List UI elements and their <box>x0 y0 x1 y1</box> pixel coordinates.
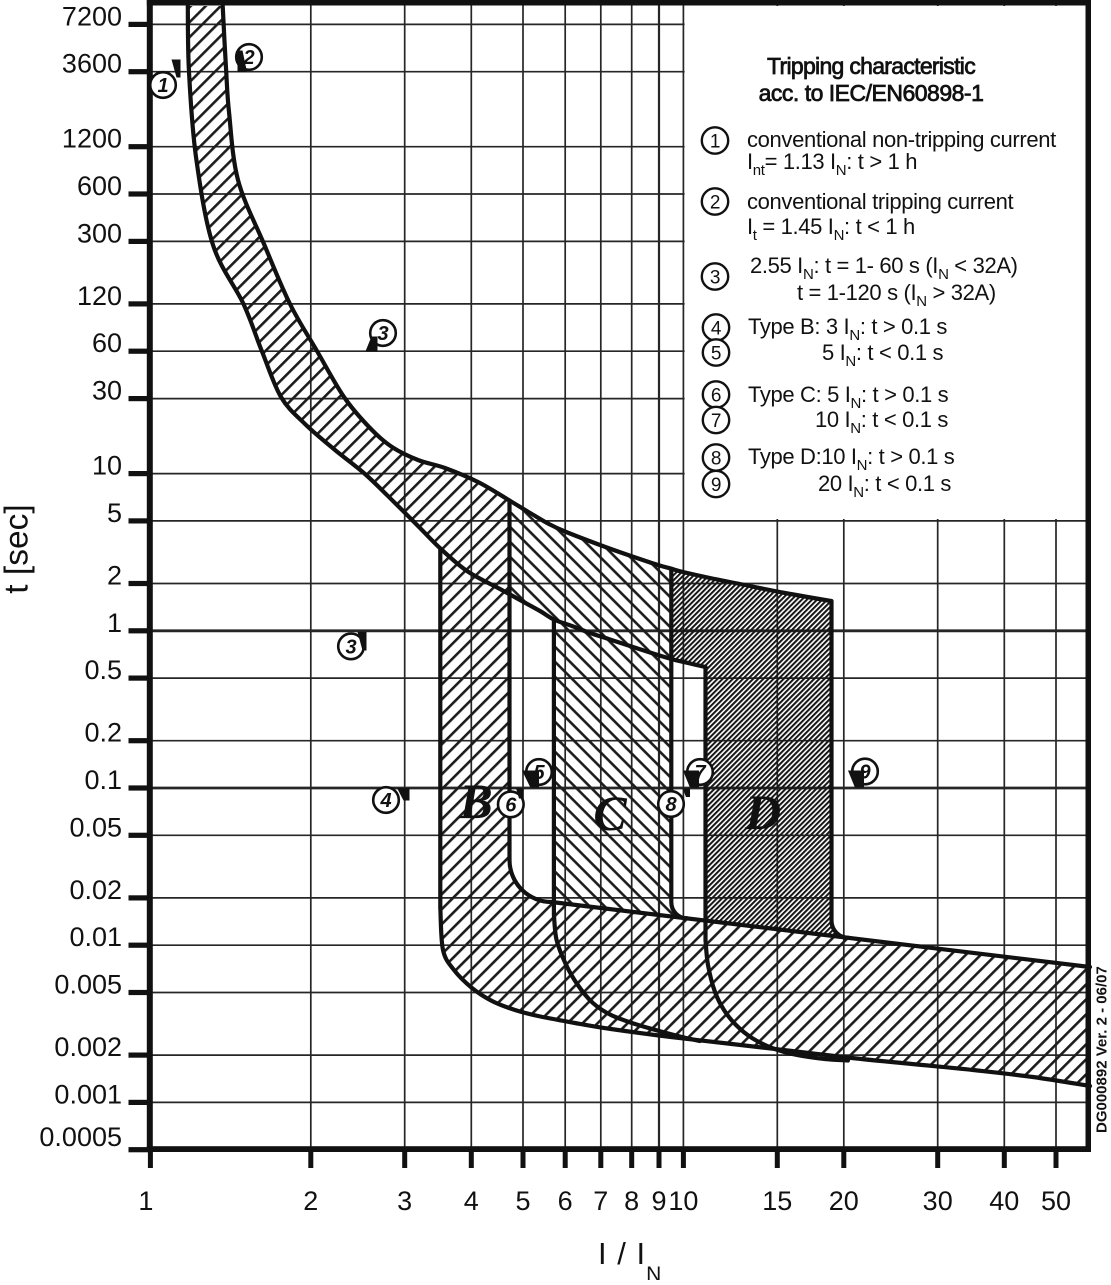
svg-text:20: 20 <box>829 1186 859 1216</box>
svg-text:9: 9 <box>651 1186 666 1216</box>
svg-text:30: 30 <box>923 1186 953 1216</box>
svg-text:0.01: 0.01 <box>69 922 122 952</box>
svg-text:DG000892 Ver. 2 - 06/07: DG000892 Ver. 2 - 06/07 <box>1094 966 1111 1133</box>
svg-text:6: 6 <box>558 1186 573 1216</box>
svg-text:2: 2 <box>303 1186 318 1216</box>
svg-text:2: 2 <box>107 561 122 591</box>
svg-text:3600: 3600 <box>62 49 122 79</box>
svg-text:5: 5 <box>515 1186 530 1216</box>
svg-text:3: 3 <box>377 323 388 345</box>
svg-text:4: 4 <box>464 1186 479 1216</box>
svg-text:4: 4 <box>711 318 722 339</box>
svg-text:6: 6 <box>711 385 721 406</box>
svg-text:300: 300 <box>77 218 122 248</box>
svg-text:600: 600 <box>77 171 122 201</box>
svg-text:3: 3 <box>345 637 356 659</box>
svg-text:40: 40 <box>989 1186 1019 1216</box>
svg-text:3: 3 <box>710 267 720 288</box>
svg-text:2: 2 <box>710 192 720 213</box>
svg-text:0.02: 0.02 <box>69 875 122 905</box>
svg-text:t [sec]: t [sec] <box>0 504 36 593</box>
svg-text:15: 15 <box>762 1186 792 1216</box>
svg-text:10: 10 <box>668 1186 698 1216</box>
svg-text:0.005: 0.005 <box>54 970 122 1000</box>
svg-text:6: 6 <box>505 795 517 817</box>
svg-text:C: C <box>593 785 627 841</box>
svg-text:D: D <box>744 784 781 840</box>
svg-text:1: 1 <box>157 75 168 97</box>
svg-text:5: 5 <box>107 498 122 528</box>
svg-text:2: 2 <box>242 47 254 69</box>
svg-text:8: 8 <box>624 1186 639 1216</box>
svg-text:0.05: 0.05 <box>69 812 122 842</box>
svg-text:1200: 1200 <box>62 124 122 154</box>
svg-text:conventional tripping current: conventional tripping current <box>747 189 1013 214</box>
svg-text:120: 120 <box>77 281 122 311</box>
svg-text:7: 7 <box>593 1186 608 1216</box>
svg-text:Tripping characteristic: Tripping characteristic <box>767 53 975 79</box>
svg-text:60: 60 <box>92 328 122 358</box>
svg-text:7200: 7200 <box>62 1 122 31</box>
svg-text:30: 30 <box>92 376 122 406</box>
svg-text:0.2: 0.2 <box>84 718 122 748</box>
svg-text:7: 7 <box>711 411 721 432</box>
svg-text:1: 1 <box>107 608 122 638</box>
svg-text:0.1: 0.1 <box>84 765 122 795</box>
svg-text:1: 1 <box>710 131 720 152</box>
svg-text:0.001: 0.001 <box>54 1079 122 1109</box>
svg-text:conventional non-tripping curr: conventional non-tripping current <box>747 127 1056 152</box>
svg-text:1: 1 <box>138 1186 153 1216</box>
svg-text:acc. to IEC/EN60898-1: acc. to IEC/EN60898-1 <box>759 80 984 106</box>
svg-text:5: 5 <box>711 343 721 364</box>
svg-text:B: B <box>458 773 492 829</box>
svg-text:9: 9 <box>711 475 721 496</box>
svg-text:4: 4 <box>379 790 391 812</box>
svg-text:3: 3 <box>397 1186 412 1216</box>
svg-text:50: 50 <box>1041 1186 1071 1216</box>
svg-text:0.5: 0.5 <box>84 655 122 685</box>
svg-text:8: 8 <box>665 794 677 816</box>
svg-text:0.002: 0.002 <box>54 1032 122 1062</box>
svg-text:0.0005: 0.0005 <box>39 1122 122 1152</box>
svg-text:8: 8 <box>711 448 721 469</box>
svg-text:10: 10 <box>92 451 122 481</box>
